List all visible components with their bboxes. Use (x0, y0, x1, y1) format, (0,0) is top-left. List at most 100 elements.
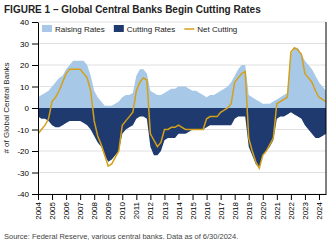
tick-label: 20 (20, 61, 29, 70)
tick-label: 2022 (287, 201, 296, 219)
tick-label: 2005 (48, 201, 57, 219)
tick: 2022 (287, 194, 296, 220)
tick: -10 (17, 126, 38, 135)
tick: 2004 (34, 194, 43, 220)
tick: 2017 (217, 194, 226, 220)
title: FIGURE 1 – Global Central Banks Begin Cu… (4, 4, 261, 15)
tick-mark (32, 130, 38, 131)
tick: -20 (17, 147, 38, 156)
frame (326, 22, 327, 194)
tick-label: 2021 (273, 201, 282, 219)
tick-mark (207, 194, 208, 200)
tick-mark (32, 173, 38, 174)
tick: 2010 (118, 194, 127, 220)
tick: 2009 (104, 194, 113, 220)
tick-mark (221, 194, 222, 200)
tick-mark (32, 108, 38, 109)
legend-label: Cutting Rates (127, 25, 175, 34)
area (38, 108, 326, 168)
tick: 2019 (245, 194, 254, 220)
tick: 2011 (132, 194, 141, 219)
legend-swatch (114, 25, 124, 32)
legend-label: Net Cutting (197, 25, 237, 34)
tick-label: 2011 (132, 201, 141, 219)
tick-mark (305, 194, 306, 200)
tick-mark (164, 194, 165, 200)
tick-label: 2010 (118, 201, 127, 219)
tick-label: 2015 (189, 201, 198, 219)
line (38, 48, 326, 168)
tick-label: 2012 (146, 201, 155, 219)
legend-swatch (42, 25, 52, 32)
tick-mark (80, 194, 81, 200)
legend-swatch (184, 28, 194, 30)
tick-mark (32, 194, 38, 195)
tick-label: 2019 (245, 201, 254, 219)
tick-label: 2020 (259, 201, 268, 219)
tick-mark (235, 194, 236, 200)
tick-label: 2023 (301, 201, 310, 219)
tick: 2021 (273, 194, 282, 220)
grid (38, 22, 326, 194)
tick-mark (319, 194, 320, 200)
tick-label: 2006 (62, 201, 71, 219)
tick: 2007 (76, 194, 85, 220)
tick-label: 30 (20, 40, 29, 49)
tick-label: 2007 (76, 201, 85, 219)
tick-label: 2016 (203, 201, 212, 219)
tick-mark (277, 194, 278, 200)
tick-mark (32, 65, 38, 66)
grid-line (38, 172, 326, 173)
tick-mark (193, 194, 194, 200)
x-axis: 2004 2005 2006 2007 2008 2009 2010 2011 2012 2013… (34, 194, 326, 220)
tick-label: 2024 (315, 201, 324, 219)
grid-line (38, 194, 326, 195)
tick: 10 (20, 83, 38, 92)
tick: 2020 (259, 194, 268, 220)
legend-item: Raising Rates (42, 25, 105, 34)
tick: 2015 (189, 194, 198, 220)
tick-mark (122, 194, 123, 200)
tick: 40 (20, 18, 38, 27)
tick-mark (66, 194, 67, 200)
tick-label: 2017 (217, 201, 226, 219)
tick-mark (291, 194, 292, 200)
grid-line (38, 22, 326, 23)
source: Source: Federal Reserve, various central… (4, 232, 238, 241)
tick: 2024 (315, 194, 324, 220)
tick: 0 (25, 104, 38, 113)
chart: FIGURE 1 – Global Central Banks Begin Cu… (0, 0, 336, 244)
tick-label: 2009 (104, 201, 113, 219)
tick: 2005 (48, 194, 57, 220)
y-axis-label: # of Global Central Banks (2, 62, 11, 153)
tick-label: 2004 (34, 201, 43, 219)
legend-item: Net Cutting (184, 25, 237, 34)
legend-item: Cutting Rates (114, 25, 175, 34)
tick: 2012 (146, 194, 155, 220)
tick-label: 2014 (175, 201, 184, 219)
grid-line (38, 43, 326, 44)
tick-label: 2013 (160, 201, 169, 219)
tick-label: 0 (25, 104, 30, 113)
tick-mark (263, 194, 264, 200)
tick: 2013 (160, 194, 169, 220)
tick-label: -20 (17, 147, 29, 156)
tick-mark (32, 151, 38, 152)
y-axis: -40-30-20-10010203040 (17, 18, 38, 199)
tick-mark (32, 22, 38, 23)
tick-label: -10 (17, 126, 29, 135)
tick-mark (150, 194, 151, 200)
axis-domain (38, 23, 39, 195)
tick-mark (136, 194, 137, 200)
tick-mark (108, 194, 109, 200)
legend-label: Raising Rates (55, 25, 105, 34)
tick: 20 (20, 61, 38, 70)
tick: 2006 (62, 194, 71, 220)
tick-mark (249, 194, 250, 200)
area (38, 48, 326, 108)
tick: 2018 (231, 194, 240, 220)
tick-label: 2008 (90, 201, 99, 219)
tick-mark (94, 194, 95, 200)
grid-line (38, 151, 326, 152)
tick-label: -30 (17, 169, 29, 178)
